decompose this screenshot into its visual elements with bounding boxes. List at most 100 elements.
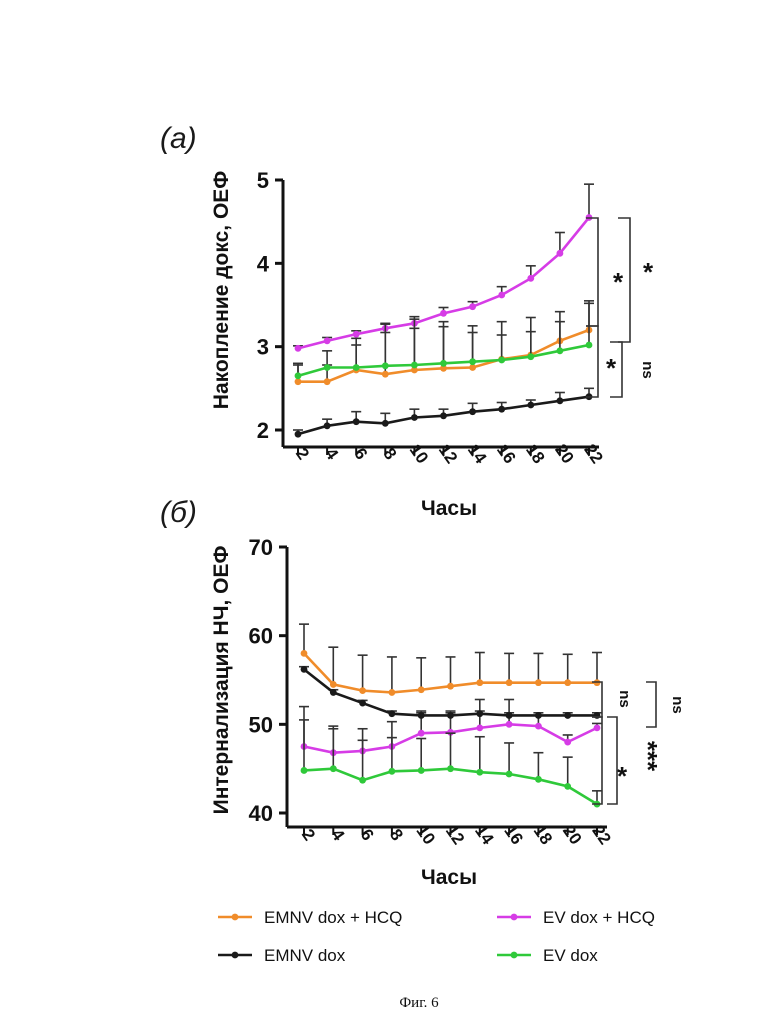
data-point — [469, 408, 476, 415]
x-tick-label: 18 — [522, 441, 548, 467]
data-point — [594, 724, 601, 731]
data-point — [418, 767, 425, 774]
x-tick-label: 12 — [435, 441, 461, 467]
data-point — [535, 679, 542, 686]
panel-b: (б) Интернализация НЧ, ОЕФ Часы 40506070… — [160, 496, 686, 889]
data-point — [330, 689, 337, 696]
data-point — [564, 679, 571, 686]
data-point — [440, 412, 447, 419]
panel-a-label: (а) — [160, 122, 197, 155]
data-point — [389, 689, 396, 696]
y-tick-label: 5 — [257, 168, 269, 193]
legend-entry: EV dox + HCQ — [497, 908, 655, 927]
data-point — [359, 777, 366, 784]
data-point — [476, 710, 483, 717]
legend-label: EV dox + HCQ — [543, 908, 655, 927]
y-tick-label: 60 — [249, 624, 273, 649]
legend: EMNV dox + HCQ EV dox + HCQ EMNV dox EV dox — [218, 908, 655, 965]
data-point — [564, 712, 571, 719]
y-tick-label: 3 — [257, 335, 269, 360]
y-tick-label: 50 — [249, 712, 273, 737]
x-tick-label: 20 — [551, 441, 577, 467]
legend-label: EMNV dox + HCQ — [264, 908, 402, 927]
bracket-line — [592, 682, 602, 717]
data-point — [447, 712, 454, 719]
y-tick-label: 40 — [249, 801, 273, 826]
panel-b-label: (б) — [160, 496, 197, 529]
data-point — [476, 679, 483, 686]
legend-entry: EV dox — [497, 946, 598, 965]
panel-a: (а) Накопление докс, ОЕФ Часы 2345246810… — [160, 122, 656, 520]
data-point — [359, 687, 366, 694]
series-emnv-dox — [293, 388, 594, 437]
data-point — [527, 275, 534, 282]
data-point — [469, 358, 476, 365]
data-point — [527, 353, 534, 360]
data-point — [324, 364, 331, 371]
data-point — [506, 679, 513, 686]
data-point — [324, 337, 331, 344]
panel-b-x-axis-label: Часы — [421, 866, 477, 889]
data-point — [382, 371, 389, 378]
x-tick-label: 22 — [580, 441, 606, 467]
significance-label: * — [643, 257, 654, 287]
data-point — [301, 650, 308, 657]
data-point — [295, 345, 302, 352]
panel-a-x-axis-label: Часы — [421, 497, 477, 520]
data-point — [564, 739, 571, 746]
series-line — [304, 769, 597, 804]
significance-bracket: *** — [607, 717, 663, 804]
data-point — [301, 666, 308, 673]
data-point — [382, 420, 389, 427]
bracket-line — [607, 717, 617, 804]
data-point — [535, 776, 542, 783]
y-tick-label: 2 — [257, 418, 269, 443]
significance-label: ns — [639, 361, 656, 379]
data-point — [476, 724, 483, 731]
legend-label: EMNV dox — [264, 946, 346, 965]
legend-swatch-marker — [232, 914, 239, 921]
significance-bracket: * — [586, 218, 624, 326]
data-point — [330, 681, 337, 688]
significance-bracket: * — [586, 326, 617, 397]
data-point — [301, 767, 308, 774]
data-point — [594, 712, 601, 719]
data-point — [295, 431, 302, 438]
data-point — [557, 347, 564, 354]
data-point — [476, 769, 483, 776]
significance-bracket: ns — [592, 682, 633, 717]
data-point — [418, 686, 425, 693]
data-point — [557, 397, 564, 404]
significance-label: ns — [616, 690, 633, 708]
data-point — [498, 292, 505, 299]
data-point — [324, 422, 331, 429]
legend-swatch-marker — [232, 952, 239, 959]
data-point — [535, 723, 542, 730]
data-point — [498, 357, 505, 364]
x-tick-label: 16 — [493, 441, 519, 467]
figure-6: (а) Накопление докс, ОЕФ Часы 2345246810… — [0, 0, 780, 1023]
legend-entry: EMNV dox — [218, 946, 346, 965]
significance-bracket: ns — [610, 342, 656, 397]
significance-bracket: ns — [646, 682, 686, 727]
data-point — [330, 765, 337, 772]
data-point — [389, 768, 396, 775]
data-point — [440, 310, 447, 317]
data-point — [295, 378, 302, 385]
bracket-line — [646, 682, 656, 727]
significance-label: * — [617, 761, 628, 791]
data-point — [411, 362, 418, 369]
data-point — [353, 364, 360, 371]
legend-swatch-marker — [511, 914, 518, 921]
data-point — [535, 712, 542, 719]
x-tick-label: 14 — [464, 441, 491, 468]
data-point — [353, 331, 360, 338]
legend-entry: EMNV dox + HCQ — [218, 908, 402, 927]
series-emnv-dox-hcq — [299, 624, 602, 696]
data-point — [506, 771, 513, 778]
panel-a-plot-area: 2345246810121416182022***ns — [257, 168, 656, 467]
bracket-line — [586, 326, 598, 397]
legend-label: EV dox — [543, 946, 598, 965]
data-point — [469, 364, 476, 371]
data-point — [469, 303, 476, 310]
